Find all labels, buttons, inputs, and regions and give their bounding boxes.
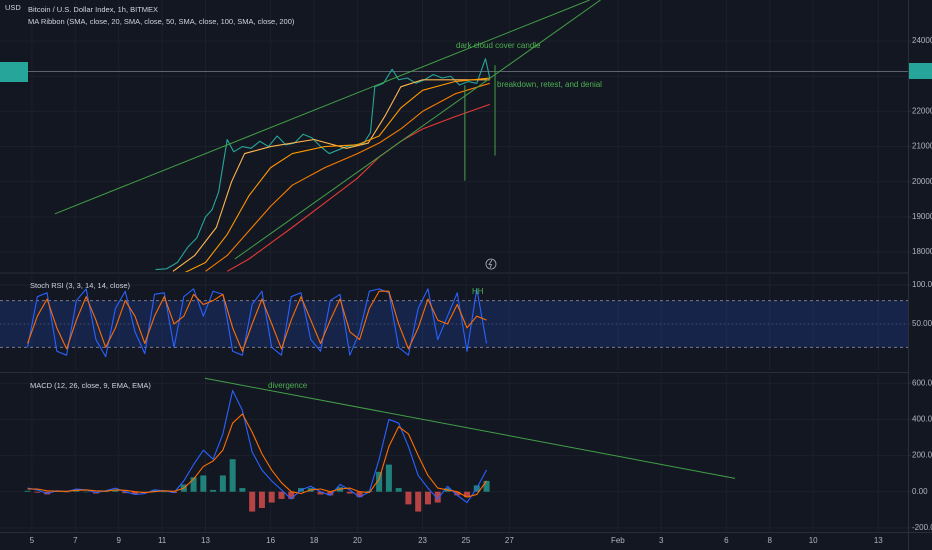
histogram-bar <box>278 491 285 499</box>
x-tick-label: 16 <box>266 536 275 545</box>
x-tick-label: 3 <box>659 536 664 545</box>
histogram-bar <box>161 491 168 493</box>
histogram-bar <box>405 491 412 505</box>
last-price-badge <box>909 63 932 79</box>
histogram-bar <box>151 489 158 492</box>
histogram-bar <box>73 490 80 492</box>
x-tick-label: 13 <box>201 536 210 545</box>
x-tick-label: 23 <box>418 536 427 545</box>
histogram-bar <box>424 491 431 505</box>
currency-label: USD <box>5 3 21 12</box>
y-tick-label: 20000.00 <box>912 177 932 186</box>
y-tick-label: -200.00 <box>912 523 932 532</box>
histogram-bar <box>200 475 207 492</box>
macd-legend: MACD (12, 26, close, 9, EMA, EMA) <box>30 381 151 390</box>
x-tick-label: 13 <box>874 536 883 545</box>
histogram-bar <box>288 491 295 499</box>
annotation: dark cloud cover candle <box>456 41 541 50</box>
symbol-title: Bitcoin / U.S. Dollar Index, 1h, BITMEX <box>28 5 158 14</box>
series-line <box>226 103 490 272</box>
histogram-bar <box>239 488 246 492</box>
trend-line <box>234 0 601 260</box>
histogram-bar <box>249 491 256 512</box>
histogram-bar <box>464 491 471 498</box>
macd-pane <box>0 375 908 532</box>
x-tick-label: Feb <box>611 536 625 545</box>
y-tick-label: 400.00 <box>912 415 932 424</box>
x-tick-label: 18 <box>310 536 319 545</box>
y-tick-label: 100.00 <box>912 280 932 289</box>
y-tick-label: 0.00 <box>912 487 928 496</box>
x-tick-label: 6 <box>724 536 729 545</box>
histogram-bar <box>454 491 461 496</box>
event-icon-bolt <box>488 259 493 269</box>
y-tick-label: 50.00 <box>912 319 932 328</box>
y-tick-label: 600.00 <box>912 378 932 387</box>
price-scale-badge <box>0 62 28 82</box>
histogram-bar <box>317 491 324 495</box>
event-icon[interactable] <box>485 258 497 270</box>
histogram-bar <box>210 489 217 492</box>
histogram-bar <box>83 491 90 493</box>
histogram-bar <box>229 459 236 492</box>
histogram-bar <box>219 475 226 492</box>
histogram-bar <box>112 489 119 492</box>
x-tick-label: 8 <box>768 536 773 545</box>
histogram-bar <box>327 491 334 496</box>
series-line <box>205 82 490 272</box>
histogram-bar <box>34 491 41 493</box>
histogram-bar <box>395 488 402 492</box>
histogram-bar <box>346 491 353 494</box>
x-tick-label: 20 <box>353 536 362 545</box>
x-tick-label: 27 <box>505 536 514 545</box>
trend-line <box>204 377 736 479</box>
y-tick-label: 200.00 <box>912 451 932 460</box>
histogram-bar <box>122 491 129 494</box>
y-tick-label: 22000.00 <box>912 107 932 116</box>
annotation: divergence <box>268 381 308 390</box>
histogram-bar <box>190 477 197 492</box>
annotation: breakdown, retest, and denial <box>497 80 602 89</box>
x-tick-label: 5 <box>30 536 35 545</box>
price-pane <box>0 0 908 272</box>
y-tick-label: 19000.00 <box>912 212 932 221</box>
x-tick-label: 7 <box>73 536 78 545</box>
histogram-bar <box>258 491 265 508</box>
annotation: HH <box>472 287 484 296</box>
series-line <box>27 288 488 358</box>
histogram-bar <box>356 491 363 498</box>
ma-ribbon-legend: MA Ribbon (SMA, close, 20, SMA, close, 5… <box>28 17 295 26</box>
histogram-bar <box>24 490 31 492</box>
series-line <box>27 413 487 498</box>
x-tick-label: 9 <box>116 536 121 545</box>
series-line <box>172 79 490 272</box>
trend-line <box>54 0 590 215</box>
stoch-legend: Stoch RSI (3, 3, 14, 14, close) <box>30 281 131 290</box>
x-tick-label: 11 <box>158 536 167 545</box>
histogram-bar <box>434 491 441 503</box>
histogram-bar <box>131 491 138 495</box>
series-line <box>27 290 487 352</box>
x-tick-label: 25 <box>461 536 470 545</box>
stoch-pane <box>0 275 908 370</box>
histogram-bar <box>483 480 490 492</box>
series-line <box>155 58 491 271</box>
histogram-bar <box>415 491 422 512</box>
x-tick-label: 10 <box>809 536 818 545</box>
y-tick-label: 24000.00 <box>912 36 932 45</box>
series-line <box>184 77 490 272</box>
histogram-bar <box>268 491 275 503</box>
histogram-bar <box>376 471 383 492</box>
histogram-bar <box>385 464 392 492</box>
y-tick-label: 18000.00 <box>912 247 932 256</box>
y-tick-label: 21000.00 <box>912 142 932 151</box>
